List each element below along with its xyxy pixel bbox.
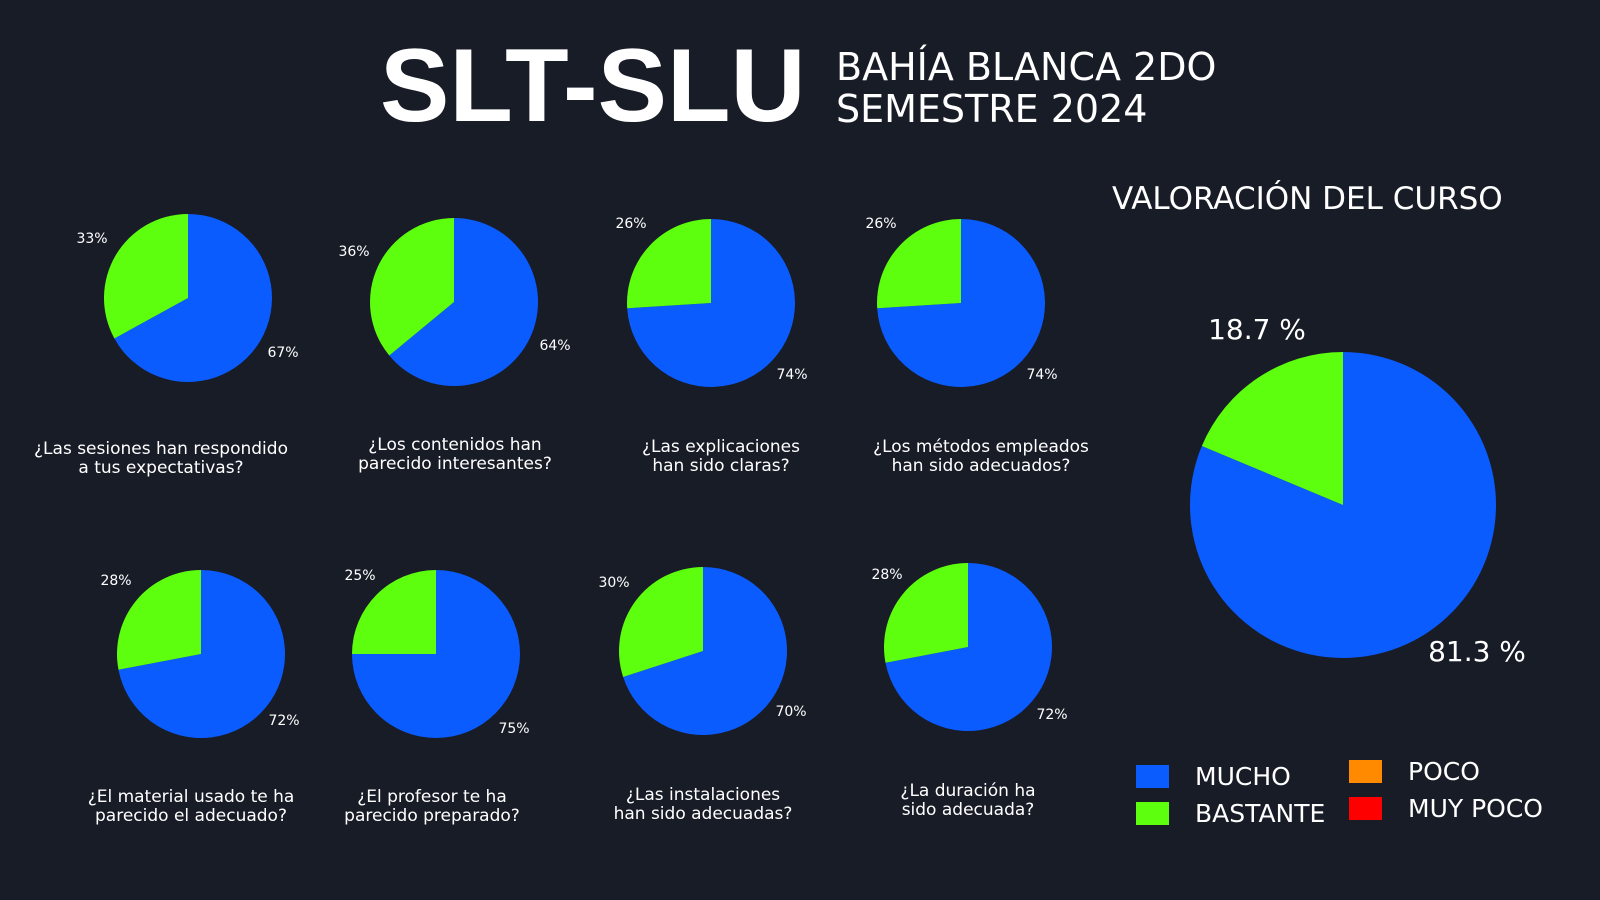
- pie-9-slice-mucho: [1190, 352, 1497, 658]
- page-title: SLT-SLU: [380, 28, 806, 144]
- question-label-4: ¿Los métodos empleados han sido adecuado…: [873, 437, 1089, 476]
- legend-label-mucho: MUCHO: [1195, 762, 1291, 791]
- page-subtitle: BAHÍA BLANCA 2DO SEMESTRE 2024: [836, 45, 1217, 131]
- pie-6-label-mucho: 75%: [498, 721, 529, 737]
- legend-label-poco: POCO: [1408, 757, 1480, 786]
- pie-9-label-bastante: 18.7 %: [1208, 313, 1306, 346]
- legend-swatch-bastante: [1136, 802, 1169, 825]
- legend-swatch-mucho: [1136, 765, 1169, 788]
- pie-3-slice-mucho: [627, 219, 796, 388]
- pie-4-label-bastante: 26%: [865, 216, 896, 232]
- legend-item-muy-poco: MUY POCO: [1349, 794, 1543, 823]
- legend-item-mucho: MUCHO: [1136, 762, 1291, 791]
- pie-7-slice-bastante: [618, 567, 703, 677]
- pie-2-slice-mucho: [389, 218, 539, 386]
- pie-3-slice-bastante: [627, 219, 711, 309]
- pie-7-slice-mucho: [623, 567, 787, 735]
- pie-2-label-mucho: 64%: [539, 338, 570, 354]
- pie-6-label-bastante: 25%: [344, 568, 375, 584]
- pie-5-label-bastante: 28%: [100, 573, 131, 589]
- question-label-1: ¿Las sesiones han respondido a tus expec…: [34, 439, 288, 478]
- legend-item-poco: POCO: [1349, 757, 1480, 786]
- pie-3-label-mucho: 74%: [776, 367, 807, 383]
- pie-4-slice-mucho: [877, 219, 1046, 388]
- pie-5-label-mucho: 72%: [268, 713, 299, 729]
- legend-item-bastante: BASTANTE: [1136, 799, 1325, 828]
- pie-6-slice-bastante: [352, 570, 436, 654]
- pie-1-label-mucho: 67%: [267, 345, 298, 361]
- pie-5-slice-bastante: [117, 570, 201, 670]
- pie-8-slice-mucho: [885, 563, 1053, 731]
- summary-chart-title: VALORACIÓN DEL CURSO: [1112, 181, 1503, 217]
- pie-5-slice-mucho: [118, 570, 286, 739]
- pie-3-label-bastante: 26%: [615, 216, 646, 232]
- question-label-7: ¿Las instalaciones han sido adecuadas?: [613, 785, 793, 824]
- question-label-8: ¿La duración ha sido adecuada?: [900, 781, 1036, 820]
- pie-4-slice-bastante: [877, 219, 961, 309]
- pie-9-slice-bastante: [1201, 352, 1343, 505]
- legend-swatch-muy-poco: [1349, 797, 1382, 820]
- legend-label-muy-poco: MUY POCO: [1408, 794, 1543, 823]
- question-label-5: ¿El material usado te ha parecido el ade…: [87, 787, 295, 826]
- pie-8-label-mucho: 72%: [1036, 707, 1067, 723]
- pie-8-label-bastante: 28%: [871, 567, 902, 583]
- pie-9-label-mucho: 81.3 %: [1428, 635, 1526, 668]
- pie-2-label-bastante: 36%: [338, 244, 369, 260]
- pie-7-label-mucho: 70%: [775, 704, 806, 720]
- legend-label-bastante: BASTANTE: [1195, 799, 1326, 828]
- pie-1-slice-bastante: [103, 214, 188, 339]
- question-label-6: ¿El profesor te ha parecido preparado?: [344, 787, 520, 826]
- pie-7-label-bastante: 30%: [598, 575, 629, 591]
- question-label-2: ¿Los contenidos han parecido interesante…: [358, 435, 552, 474]
- legend-swatch-poco: [1349, 760, 1382, 783]
- pie-1-label-bastante: 33%: [76, 231, 107, 247]
- pie-4-label-mucho: 74%: [1026, 367, 1057, 383]
- pie-8-slice-bastante: [884, 563, 968, 663]
- pie-1-slice-mucho: [114, 214, 272, 382]
- pie-2-slice-bastante: [370, 218, 454, 356]
- question-label-3: ¿Las explicaciones han sido claras?: [642, 437, 800, 476]
